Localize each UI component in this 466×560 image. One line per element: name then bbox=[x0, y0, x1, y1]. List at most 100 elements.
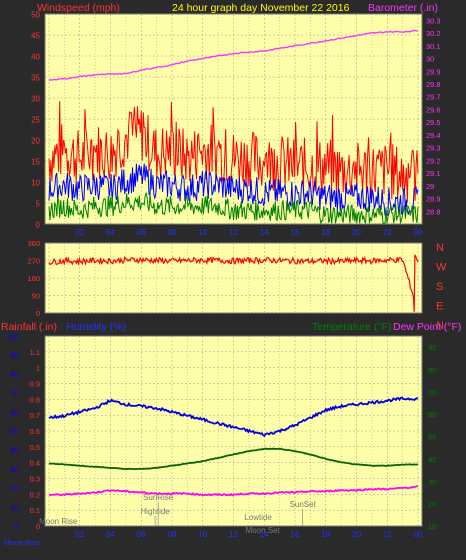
barometer-axis-tick-label: 29.9 bbox=[426, 67, 441, 76]
hour-tick-label: 14 bbox=[260, 530, 269, 539]
dew-point-axis-title: Dew Point (°F) bbox=[393, 321, 461, 333]
barometer-axis-tick-label: 29.7 bbox=[426, 93, 441, 102]
moon-rise-footer-label: Moon Rise bbox=[4, 538, 40, 547]
wind-low-line bbox=[48, 191, 419, 226]
hour-tick-label: 20 bbox=[352, 228, 361, 237]
dew-point-line bbox=[48, 485, 419, 497]
hour-tick-label: 12 bbox=[229, 228, 238, 237]
direction-axis-tick-label: 0 bbox=[36, 309, 40, 318]
hour-tick-label: 20 bbox=[352, 530, 361, 539]
temperature-line bbox=[48, 447, 419, 471]
hour-tick-label: 06 bbox=[137, 228, 146, 237]
hour-tick-label: 04 bbox=[106, 228, 115, 237]
rainfall-axis-tick-label: 0.8 bbox=[30, 395, 40, 404]
barometer-axis-tick-label: 29 bbox=[426, 182, 434, 191]
barometer-title: Barometer (.in) bbox=[368, 2, 438, 14]
humidity-axis-tick-label: 80 bbox=[10, 372, 18, 379]
humidity-axis-tick-label: 10 bbox=[10, 505, 18, 512]
barometer-axis-tick-label: 29.4 bbox=[426, 131, 441, 140]
temperature-axis-tick-label: 80 bbox=[428, 366, 436, 375]
temperature-axis-tick-label: 50 bbox=[428, 433, 436, 442]
compass-direction-label: E bbox=[436, 301, 443, 313]
hour-tick-label: 22 bbox=[383, 530, 392, 539]
wind-axis-tick-label: 50 bbox=[31, 11, 40, 20]
barometer-axis-tick-label: 30.1 bbox=[426, 42, 441, 51]
graph-date-title: 24 hour graph day November 22 2016 bbox=[172, 2, 350, 14]
compass-direction-label: N bbox=[436, 320, 444, 332]
rainfall-axis-tick-label: 0.1 bbox=[30, 506, 40, 515]
temperature-axis-tick-label: 70 bbox=[428, 388, 436, 397]
event-annotation-label: Hightide bbox=[140, 507, 170, 516]
wind-axis-tick-label: 25 bbox=[31, 116, 40, 125]
wind-axis-tick-label: 45 bbox=[31, 32, 40, 41]
series-layer bbox=[48, 29, 419, 526]
temperature-axis-tick-label: 90 bbox=[428, 343, 436, 352]
direction-axis-tick-label: 180 bbox=[27, 274, 40, 283]
rainfall-axis-title: Rainfall (.in) bbox=[1, 321, 57, 333]
hour-tick-label: 18 bbox=[321, 228, 330, 237]
humidity-axis-tick-label: 0 bbox=[14, 524, 18, 531]
wind-axis-tick-label: 30 bbox=[31, 95, 40, 104]
wind-axis-tick-label: 0 bbox=[36, 221, 41, 230]
rainfall-axis-tick-label: 0.2 bbox=[30, 490, 40, 499]
temperature-axis-tick-label: 60 bbox=[428, 410, 436, 419]
rainfall-axis-tick-label: 1 bbox=[36, 364, 40, 373]
hour-tick-label: 08 bbox=[168, 530, 177, 539]
event-annotation-label: Lowtide bbox=[244, 513, 272, 522]
temperature-axis-tick-label: 10 bbox=[428, 522, 436, 531]
hour-tick-label: 00 bbox=[414, 228, 423, 237]
humidity-axis-tick-label: 70 bbox=[10, 391, 18, 398]
humidity-axis-tick-label: 90 bbox=[10, 353, 18, 360]
rainfall-axis-tick-label: 1.1 bbox=[30, 348, 40, 357]
direction-axis-tick-label: 270 bbox=[27, 257, 40, 266]
barometer-axis-tick-label: 29.1 bbox=[426, 169, 441, 178]
hour-tick-label: 22 bbox=[383, 228, 392, 237]
hour-tick-label: 08 bbox=[168, 228, 177, 237]
axis-layer: 0510152025303540455028.828.92929.129.229… bbox=[4, 11, 447, 548]
barometer-line bbox=[48, 29, 418, 81]
compass-direction-label: S bbox=[436, 281, 443, 293]
rainfall-axis-tick-label: 0.7 bbox=[30, 411, 40, 420]
hour-tick-label: 02 bbox=[75, 228, 84, 237]
barometer-axis-tick-label: 29.6 bbox=[426, 105, 441, 114]
hour-tick-label: 14 bbox=[260, 228, 269, 237]
humidity-axis-tick-label: 100 bbox=[6, 334, 18, 341]
wind-axis-tick-label: 10 bbox=[31, 179, 40, 188]
wind-axis-tick-label: 15 bbox=[31, 158, 40, 167]
compass-direction-label: W bbox=[436, 262, 447, 274]
event-annotation-label: SunRise bbox=[143, 493, 174, 502]
hour-tick-label: 12 bbox=[229, 530, 238, 539]
barometer-axis-tick-label: 29.2 bbox=[426, 156, 441, 165]
hour-tick-label: 10 bbox=[198, 530, 207, 539]
wind-gust-line bbox=[48, 101, 419, 203]
barometer-axis-tick-label: 30.2 bbox=[426, 29, 441, 38]
barometer-axis-tick-label: 29.5 bbox=[426, 118, 441, 127]
wind-axis-tick-label: 35 bbox=[31, 74, 40, 83]
humidity-axis-title: Humidity (%) bbox=[66, 321, 126, 333]
wind-axis-tick-label: 40 bbox=[31, 53, 40, 62]
temperature-axis-tick-label: 20 bbox=[428, 500, 436, 509]
barometer-axis-tick-label: 30 bbox=[426, 55, 434, 64]
rainfall-axis-tick-label: 0.5 bbox=[30, 443, 40, 452]
wind-axis-tick-label: 5 bbox=[36, 200, 41, 209]
compass-direction-label: N bbox=[436, 242, 444, 254]
direction-axis-tick-label: 90 bbox=[32, 292, 40, 301]
hour-tick-label: 06 bbox=[137, 530, 146, 539]
rainfall-axis-tick-label: 0.4 bbox=[30, 459, 40, 468]
rainfall-axis-tick-label: 0.6 bbox=[30, 427, 40, 436]
rainfall-axis-tick-label: 0 bbox=[36, 522, 40, 531]
wind-direction-line bbox=[48, 254, 419, 312]
humidity-axis-tick-label: 50 bbox=[10, 429, 18, 436]
humidity-line bbox=[48, 396, 419, 438]
direction-axis-tick-label: 360 bbox=[27, 239, 40, 248]
event-annotation-label: SunSet bbox=[290, 500, 317, 509]
barometer-axis-tick-label: 30.3 bbox=[426, 16, 441, 25]
event-annotation-label: Moon Set bbox=[246, 526, 281, 535]
hour-tick-label: 16 bbox=[291, 530, 300, 539]
rainfall-axis-tick-label: 0.9 bbox=[30, 380, 40, 389]
barometer-axis-tick-label: 28.9 bbox=[426, 195, 441, 204]
hour-tick-label: 18 bbox=[321, 530, 330, 539]
humidity-axis-tick-label: 60 bbox=[10, 410, 18, 417]
